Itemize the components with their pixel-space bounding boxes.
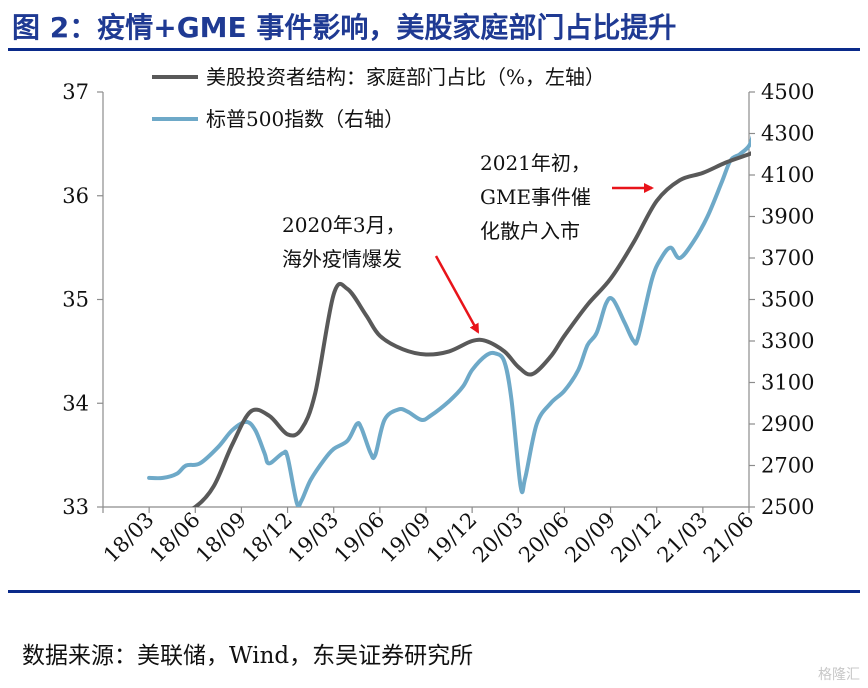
annotation-gme-line: GME事件催: [480, 185, 591, 209]
annotation-gme-line: 2021年初，: [480, 151, 591, 175]
chart-title: 图 2：疫情+GME 事件影响，美股家庭部门占比提升: [12, 11, 677, 44]
left-tick-label: 34: [62, 391, 89, 415]
right-tick-label: 3900: [761, 205, 814, 229]
annotation-covid-arrow: [434, 255, 480, 334]
x-tick-label: 20/09: [560, 508, 620, 568]
right-tick-label: 4100: [761, 163, 814, 187]
x-tick-label: 19/09: [376, 508, 436, 568]
annotation-covid-line: 海外疫情爆发: [282, 247, 402, 271]
right-tick-label: 2500: [761, 495, 814, 519]
x-tick-label: 19/12: [422, 508, 482, 568]
annotation-gme-line: 化散户入市: [480, 219, 580, 243]
watermark: 格隆汇: [818, 667, 860, 683]
x-tick-label: 18/03: [99, 508, 159, 568]
left-tick-label: 37: [62, 80, 89, 104]
line-chart: 33 34 35 36 37 2500 2700 2900 3100 3300 3500 3700 39…: [62, 65, 814, 568]
x-tick-label: 21/06: [699, 508, 759, 568]
right-tick-label: 2700: [761, 454, 814, 478]
legend-household-share-label: 美股投资者结构：家庭部门占比（%，左轴）: [206, 65, 605, 89]
right-tick-label: 4300: [761, 122, 814, 146]
right-tick-label: 2900: [761, 412, 814, 436]
left-tick-label: 36: [62, 184, 89, 208]
right-tick-label: 3700: [761, 246, 814, 270]
sp500-line: [147, 135, 751, 507]
x-tick-label: 19/06: [330, 508, 390, 568]
left-tick-label: 33: [62, 495, 89, 519]
title-divider: [8, 48, 860, 51]
right-tick-label: 4500: [761, 80, 814, 104]
legend-sp500-label: 标普500指数（右轴）: [206, 107, 404, 131]
x-tick-label: 18/06: [145, 508, 205, 568]
right-tick-label: 3100: [761, 371, 814, 395]
annotation-covid-line: 2020年3月，: [282, 213, 406, 237]
left-tick-label: 35: [62, 288, 89, 312]
x-tick-label: 20/12: [606, 508, 666, 568]
x-tick-label: 20/03: [468, 508, 528, 568]
right-tick-label: 3300: [761, 329, 814, 353]
x-tick-label: 20/06: [514, 508, 574, 568]
x-tick-label: 18/09: [191, 508, 251, 568]
data-source: 数据来源：美联储，Wind，东吴证券研究所: [22, 643, 474, 669]
footer-divider: [8, 590, 860, 593]
x-tick-label: 21/03: [653, 508, 713, 568]
household-share-line: [191, 151, 751, 507]
x-tick-label: 18/12: [237, 508, 297, 568]
x-tick-label: 19/03: [283, 508, 343, 568]
right-tick-label: 3500: [761, 288, 814, 312]
